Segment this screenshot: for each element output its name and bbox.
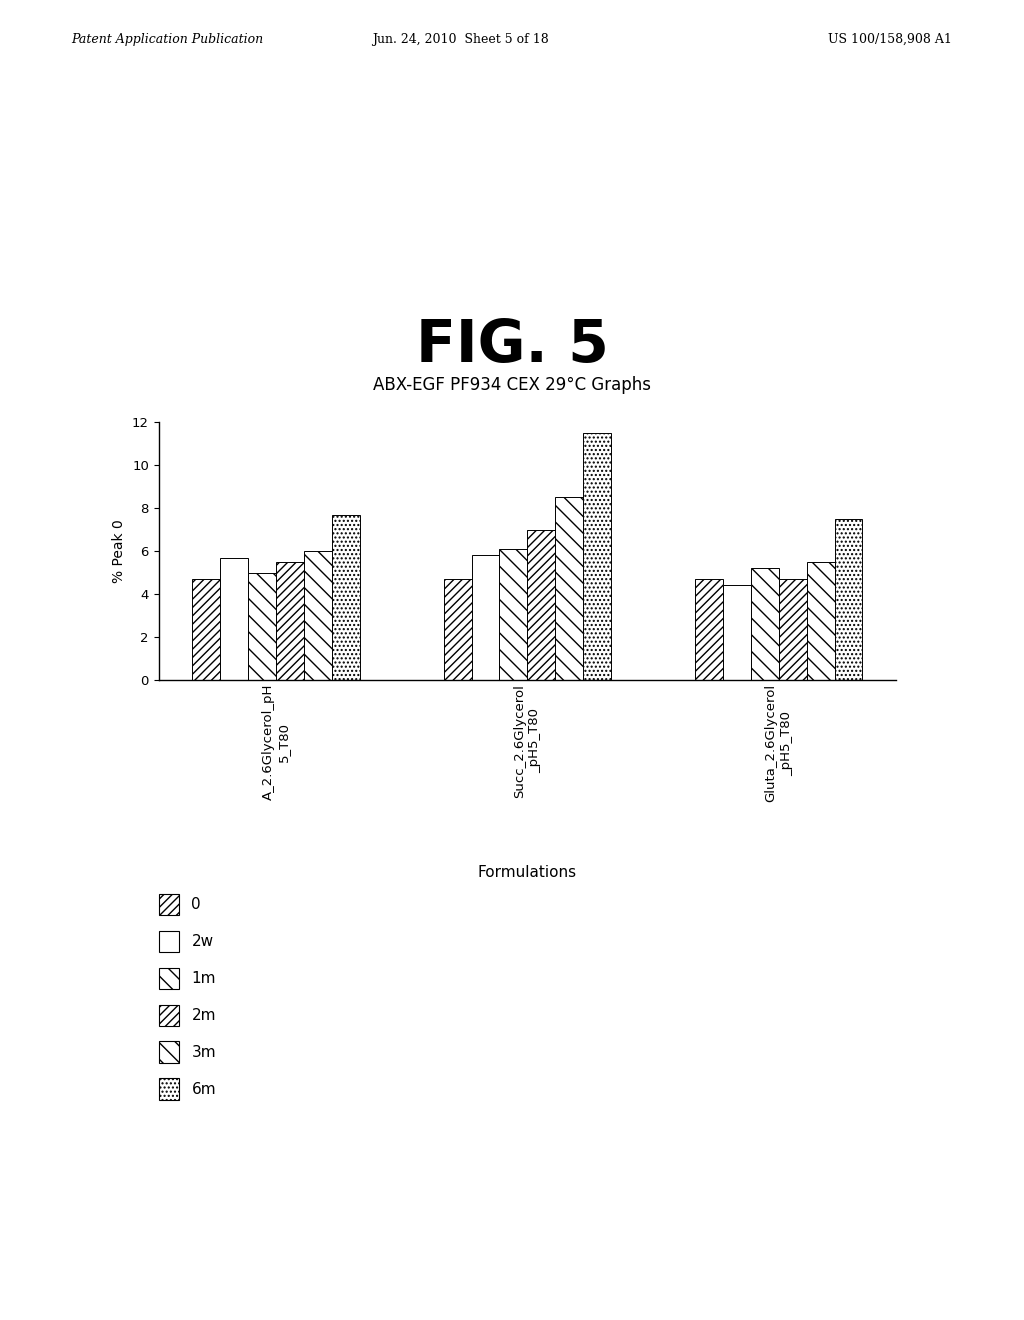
Bar: [695, 579, 723, 680]
Text: 3m: 3m: [191, 1044, 216, 1060]
Bar: [723, 586, 751, 680]
Bar: [276, 562, 304, 680]
Bar: [304, 552, 332, 680]
Text: Jun. 24, 2010  Sheet 5 of 18: Jun. 24, 2010 Sheet 5 of 18: [373, 33, 549, 46]
Y-axis label: % Peak 0: % Peak 0: [113, 519, 126, 583]
Text: 6m: 6m: [191, 1081, 216, 1097]
Bar: [778, 579, 807, 680]
Text: US 100/158,908 A1: US 100/158,908 A1: [828, 33, 952, 46]
Text: 2m: 2m: [191, 1007, 216, 1023]
Bar: [751, 569, 778, 680]
Bar: [527, 529, 555, 680]
Bar: [807, 562, 835, 680]
Text: ABX-EGF PF934 CEX 29°C Graphs: ABX-EGF PF934 CEX 29°C Graphs: [373, 376, 651, 395]
Bar: [443, 579, 471, 680]
Bar: [555, 498, 584, 680]
Bar: [835, 519, 862, 680]
Text: Patent Application Publication: Patent Application Publication: [72, 33, 264, 46]
Text: Formulations: Formulations: [478, 865, 577, 879]
Bar: [220, 557, 248, 680]
Bar: [193, 579, 220, 680]
Bar: [471, 556, 500, 680]
Text: FIG. 5: FIG. 5: [416, 317, 608, 374]
Text: 1m: 1m: [191, 970, 216, 986]
Text: 2w: 2w: [191, 933, 214, 949]
Bar: [248, 573, 276, 680]
Bar: [500, 549, 527, 680]
Text: 0: 0: [191, 896, 201, 912]
Bar: [584, 433, 611, 680]
Bar: [332, 515, 359, 680]
